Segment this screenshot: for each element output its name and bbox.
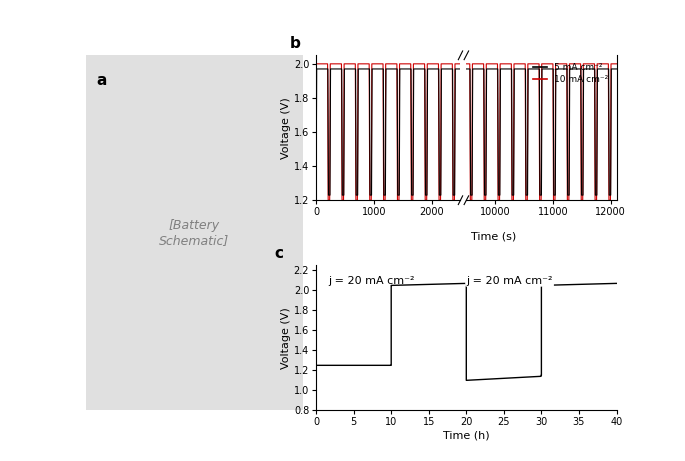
Y-axis label: Voltage (V): Voltage (V)	[281, 97, 291, 159]
Text: j = 20 mA cm⁻²: j = 20 mA cm⁻²	[466, 276, 553, 285]
Y-axis label: Voltage (V): Voltage (V)	[281, 307, 291, 369]
Text: a: a	[97, 73, 107, 88]
Text: Time (s): Time (s)	[471, 232, 516, 242]
Text: c: c	[274, 246, 283, 261]
Text: [Battery
Schematic]: [Battery Schematic]	[160, 219, 229, 247]
X-axis label: Time (h): Time (h)	[443, 430, 490, 440]
Legend: 5 mA cm⁻², 10 mA cm⁻²: 5 mA cm⁻², 10 mA cm⁻²	[530, 60, 612, 88]
Text: b: b	[290, 36, 301, 51]
Text: j = 20 mA cm⁻²: j = 20 mA cm⁻²	[328, 276, 414, 285]
